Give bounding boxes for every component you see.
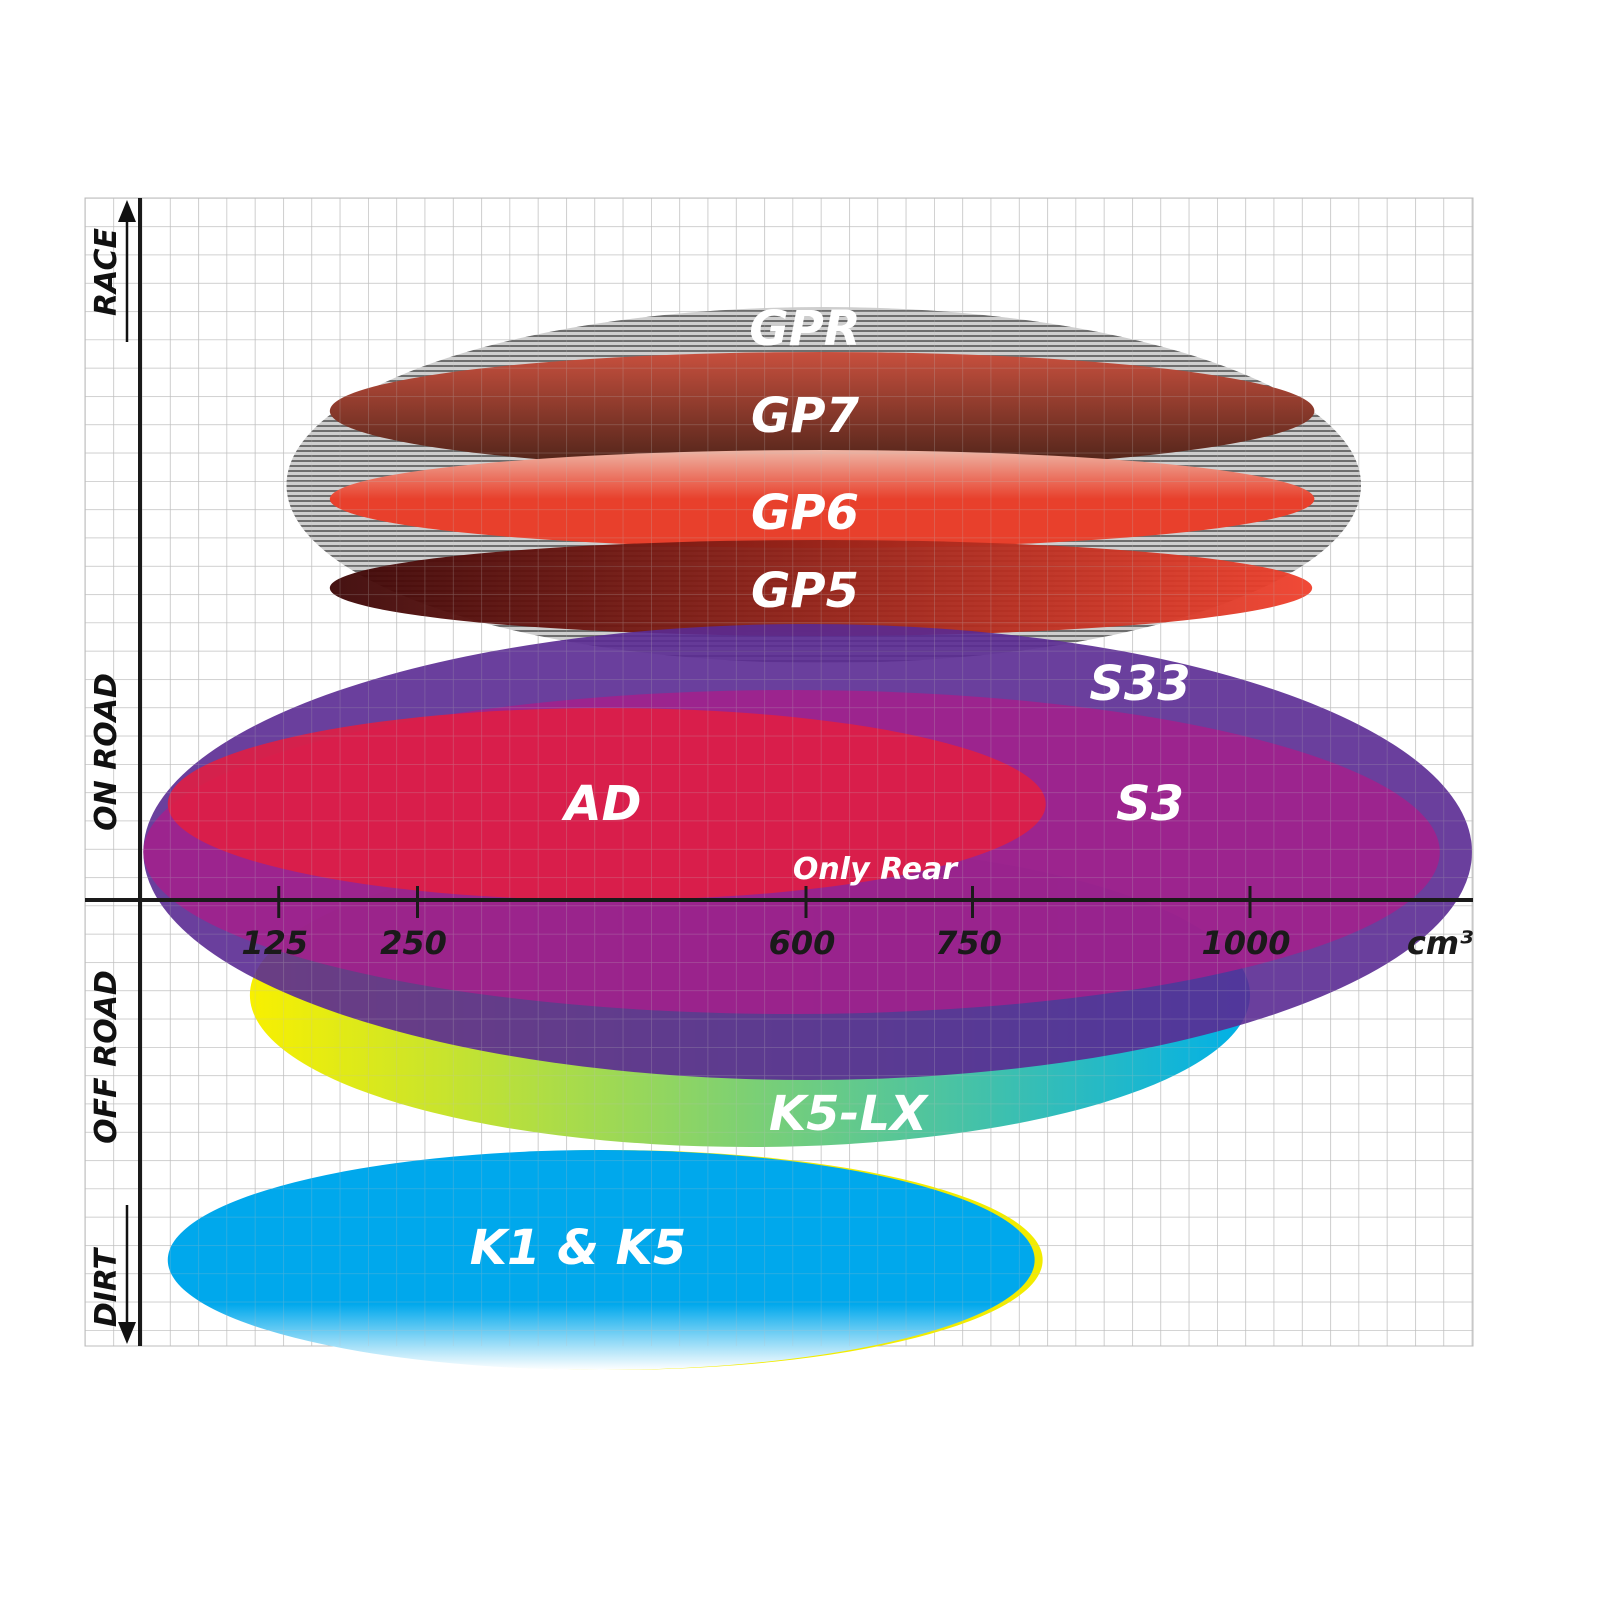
label-s33: S33 <box>1089 656 1190 712</box>
label-gpr: GPR <box>749 301 861 357</box>
x-tick-label: 1000 <box>1201 924 1290 962</box>
x-tick-label: 125 <box>241 924 308 962</box>
grid-overlay <box>85 198 1473 1346</box>
y-category-race: RACE <box>89 228 124 316</box>
x-tick-label: 250 <box>380 924 447 962</box>
label-s3: S3 <box>1116 776 1184 832</box>
x-tick-label: 750 <box>935 924 1002 962</box>
label-k5-lx: K5-LX <box>769 1086 929 1142</box>
up-arrow-icon <box>118 200 136 342</box>
label-gp7: GP7 <box>751 388 860 444</box>
y-category-off-road: OFF ROAD <box>89 970 124 1144</box>
label-k1-k5: K1 & K5 <box>470 1220 686 1276</box>
label-gp5: GP5 <box>751 563 859 619</box>
x-tick-label: 600 <box>769 924 836 962</box>
y-category-dirt: DIRT <box>89 1246 124 1327</box>
down-arrow-icon <box>118 1205 136 1344</box>
note-only-rear: Only Rear <box>793 852 959 887</box>
label-ad: AD <box>561 776 642 832</box>
label-gp6: GP6 <box>751 485 859 541</box>
x-axis-unit: cm³ <box>1407 924 1473 962</box>
y-category-on-road: ON ROAD <box>89 673 124 831</box>
